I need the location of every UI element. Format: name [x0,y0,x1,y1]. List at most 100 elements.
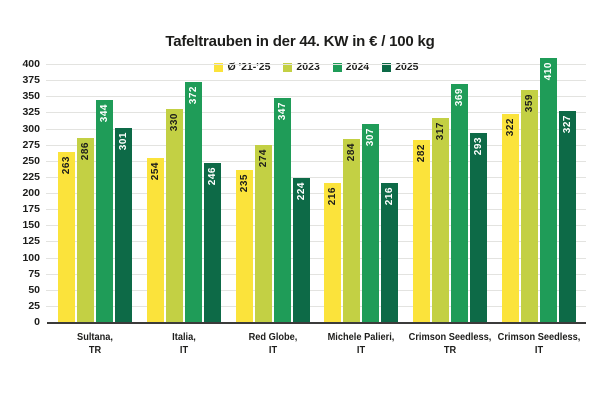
bar-value-text: 235 [238,174,250,193]
bar-value-label: 216 [381,187,398,205]
bar-value-label: 216 [324,187,341,205]
gridline [46,112,586,114]
bar-value-label: 301 [115,132,132,150]
gridline [46,64,586,65]
x-axis-category-labels: Sultana, TR Italia, IT Red Globe, IT Michel… [0,331,600,363]
bar-value-text: 216 [384,186,396,205]
x-category-label: Crimson Seedless, IT [497,331,581,356]
x-category-label: Italia, IT [171,331,196,356]
bar-group: 282 317 369 293 [413,84,488,322]
bar: 359 [521,90,538,322]
gridline [46,193,586,194]
bar-value-label: 322 [502,118,519,136]
bar: 254 [146,158,164,322]
bar: 301 [115,127,132,322]
gridline [46,241,586,243]
chart-title: Tafeltrauben in der 44. KW in € / 100 kg [165,33,435,50]
bar-value-text: 293 [473,137,485,156]
bar-value-text: 286 [80,141,91,160]
bar-value-text: 347 [276,102,288,121]
y-tick-label: 150 [22,219,40,232]
bar-value-text: 317 [435,121,447,140]
bar: 347 [273,98,291,322]
gridline [46,305,586,307]
bar-value-text: 274 [257,149,269,168]
legend-swatch [382,62,392,72]
bar-value-text: 369 [454,88,466,107]
bar: 282 [413,140,431,322]
bar-value-label: 327 [559,115,576,133]
bar: 330 [165,109,183,322]
gridline [46,209,586,211]
bar-value-text: 224 [295,181,307,200]
y-tick-label: 400 [22,58,40,70]
y-tick-label: 300 [22,122,40,135]
y-tick-label: 200 [22,187,40,199]
x-category-label: Red Globe, IT [248,331,297,356]
y-tick-label: 175 [22,203,40,216]
bar-value-label: 372 [185,86,202,104]
bar-value-label: 293 [470,137,487,155]
bar: 344 [96,100,113,322]
bar-value-text: 344 [99,104,110,123]
x-category-label: Michele Palieri, IT [328,331,395,356]
gridline [46,144,586,146]
legend-swatch [332,62,342,72]
bar-value-text: 410 [543,61,554,80]
bar: 322 [502,114,519,322]
bar-value-label: 317 [432,122,449,140]
bar-value-text: 282 [416,144,428,163]
bar: 369 [451,84,469,322]
bar-value-label: 263 [58,156,75,174]
y-tick-label: 275 [22,138,40,151]
y-tick-label: 75 [28,267,40,280]
bar-value-label: 235 [236,174,253,192]
y-tick-label: 0 [34,316,40,328]
x-category-label: Crimson Seedless, TR [408,331,492,356]
bar-value-label: 369 [451,88,468,106]
y-tick-label: 325 [22,106,40,119]
bar-value-text: 263 [61,156,72,175]
bar: 293 [470,133,488,322]
y-tick-label: 25 [28,299,40,312]
y-tick-label: 250 [22,154,40,167]
gridline [46,128,586,130]
bar: 246 [203,163,221,322]
y-tick-label: 350 [22,90,40,103]
bar: 235 [235,170,253,322]
bar: 307 [362,124,380,322]
bar-value-label: 344 [96,104,113,122]
y-tick-label: 375 [22,74,40,87]
y-tick-label: 225 [22,170,40,183]
bar: 284 [343,138,361,322]
x-category-label: Sultana, TR [77,331,113,356]
bar-value-label: 274 [255,149,272,167]
bar: 317 [432,117,450,322]
bar: 216 [381,182,399,322]
legend-swatch [283,62,293,72]
bar-value-text: 372 [187,86,199,105]
y-tick-label: 100 [22,251,40,264]
bar-value-text: 246 [206,167,218,186]
bar-value-label: 359 [521,94,538,112]
bar-value-label: 410 [540,62,557,80]
bar-group: 322 359 410 327 [502,57,576,322]
bar: 372 [184,82,202,322]
bar-value-text: 327 [562,115,573,134]
bar: 224 [292,177,310,322]
gridline [46,80,586,82]
bar-value-label: 284 [343,143,360,161]
gridline [46,257,586,259]
bar-value-text: 216 [327,186,339,205]
bar-group: 254 330 372 246 [146,82,221,322]
bar-group: 216 284 307 216 [324,124,399,322]
bar-value-text: 284 [346,142,358,162]
gridline [46,225,586,227]
bar-value-label: 282 [413,144,430,162]
legend-swatch [214,62,224,72]
bar: 274 [254,145,272,322]
bar-value-label: 347 [274,102,291,120]
bar: 286 [77,137,94,322]
bar: 263 [58,152,75,322]
